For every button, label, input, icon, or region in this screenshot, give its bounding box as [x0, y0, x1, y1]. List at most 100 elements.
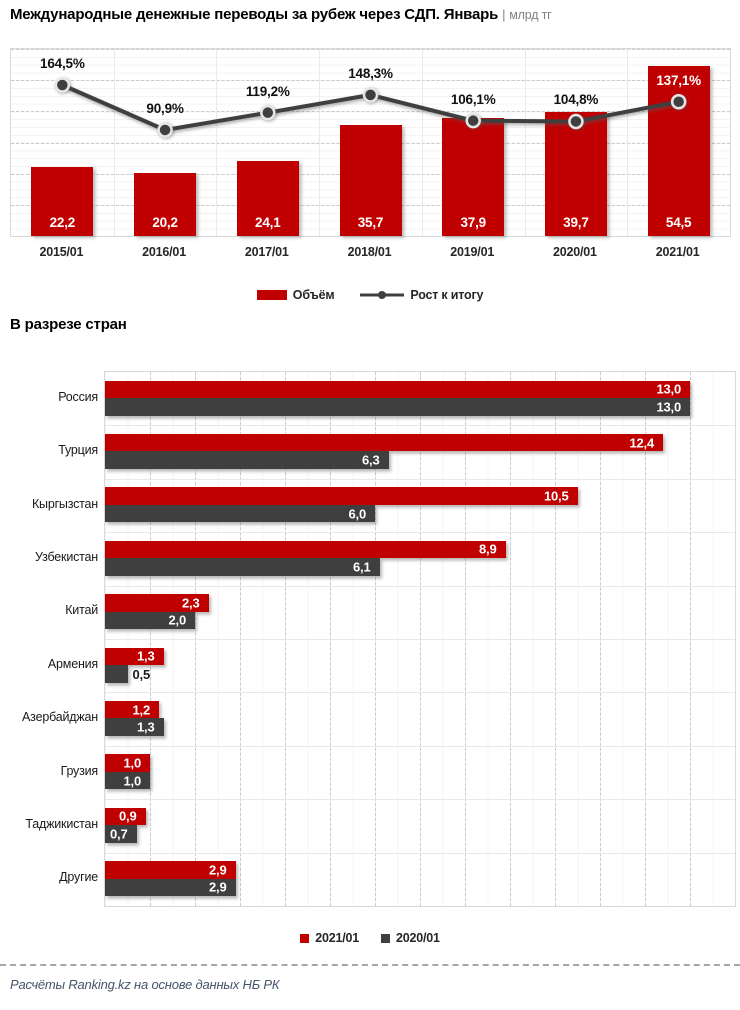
bar-value-label: 12,4: [629, 435, 654, 451]
volume-bar: 35,7: [339, 124, 402, 236]
country-chart-legend: 2021/01 2020/01: [0, 931, 740, 945]
bar-2020: 1,3: [105, 718, 164, 736]
bar-2021: 8,9: [105, 540, 506, 559]
bar-2020: 13,0: [105, 398, 690, 416]
category-row-separator: [105, 532, 735, 534]
bar-value-label: 6,3: [362, 452, 380, 468]
combo-x-axis-label: 2017/01: [244, 245, 289, 259]
gridline-horizontal-major: [11, 111, 730, 113]
bar-2021: 10,5: [105, 487, 578, 505]
combo-x-axis-label: 2016/01: [142, 245, 186, 259]
bar-2020: 6,0: [105, 504, 375, 523]
year-2021-label: 2021/01: [315, 931, 359, 945]
bar-value-label: 6,0: [348, 506, 367, 522]
combo-chart-legend: Объём Рост к итогу: [0, 288, 740, 302]
bar-value-label: 2,3: [182, 595, 200, 611]
category-row-separator: [105, 745, 735, 747]
year-2020-swatch: [381, 933, 390, 943]
bar-value-label: 2,9: [209, 879, 227, 895]
country-axis-label: Китай: [65, 603, 98, 618]
bar-value-label: 6,1: [353, 559, 371, 575]
volume-bar-value-label: 20,2: [152, 215, 178, 230]
bar-value-label: 0,5: [132, 667, 151, 682]
page-title-text: Международные денежные переводы за рубеж…: [10, 6, 499, 23]
country-axis-label: Азербайджан: [22, 710, 98, 725]
section-heading-by-country: В разрезе стран: [10, 316, 127, 333]
legend-item-growth: Рост к итогу: [360, 288, 483, 302]
bar-value-label: 2,0: [168, 612, 187, 628]
volume-bar-value-label: 37,9: [460, 215, 486, 230]
combo-chart-plot-area: 22,2 20,2 24,1 35,7 37,9 39,7 54,5 164,5% 90,9% 1…: [10, 48, 731, 237]
country-axis-label: Таджикистан: [25, 816, 98, 831]
growth-series-swatch: [360, 291, 405, 299]
volume-bar: 20,2: [134, 173, 197, 236]
growth-line-marker: [260, 104, 276, 121]
title-unit-label: млрд тг: [509, 8, 552, 22]
bar-2020: 2,0: [105, 611, 195, 630]
gridline-category-separator: [627, 49, 629, 236]
combo-x-axis-label: 2019/01: [450, 245, 495, 259]
page-title: Международные денежные переводы за рубеж…: [10, 6, 552, 23]
bar-value-label: 10,5: [543, 488, 569, 504]
legend-item-2021: 2021/01: [300, 931, 359, 945]
growth-point-label: 164,5%: [40, 55, 85, 71]
category-row-separator: [105, 425, 735, 427]
category-row-separator: [105, 692, 735, 694]
bar-value-label: 0,7: [110, 826, 128, 842]
bar-2020: 6,1: [105, 558, 380, 576]
growth-line-marker: [157, 122, 173, 138]
bar-value-label: 13,0: [656, 399, 681, 415]
year-2021-swatch: [300, 933, 310, 943]
year-2020-label: 2020/01: [396, 931, 440, 945]
legend-item-2020: 2020/01: [381, 931, 440, 945]
country-axis-label: Кыргызстан: [31, 496, 98, 511]
bar-value-label: 8,9: [479, 541, 497, 557]
combo-x-axis-label: 2015/01: [39, 245, 84, 259]
bar-2020: 6,3: [105, 451, 389, 469]
source-note: Расчёты Ranking.kz на основе данных НБ Р…: [10, 977, 280, 992]
country-axis-label: Россия: [58, 389, 98, 404]
gridline-category-separator: [421, 49, 423, 236]
growth-line-marker: [465, 112, 481, 129]
country-axis-label: Другие: [59, 870, 98, 885]
bar-value-label: 2,9: [209, 862, 227, 878]
gridline-category-separator: [216, 49, 218, 236]
bar-2021: 13,0: [105, 380, 690, 398]
combo-x-axis-label: 2018/01: [347, 245, 392, 259]
bar-2021: 1,2: [105, 700, 159, 719]
gridline-horizontal-major: [11, 49, 730, 50]
gridline-horizontal-major: [11, 80, 730, 82]
bar-2021: 2,9: [105, 861, 236, 879]
growth-series-label: Рост к итогу: [410, 288, 484, 302]
bar-value-label: 0,9: [119, 808, 137, 824]
growth-point-label: 137,1%: [656, 72, 701, 88]
growth-line-marker: [670, 93, 687, 110]
bar-2021: 1,3: [105, 647, 164, 665]
volume-bar-value-label: 24,1: [255, 215, 281, 230]
footer-divider: [0, 964, 740, 966]
gridline-category-separator: [524, 49, 526, 236]
volume-bar-value-label: 35,7: [357, 215, 384, 230]
volume-series-swatch: [256, 290, 287, 300]
volume-bar: 24,1: [236, 160, 299, 236]
bar-value-label: 1,2: [132, 702, 151, 718]
bar-2020: [105, 665, 128, 683]
category-row-separator: [105, 852, 735, 854]
growth-point-label: 106,1%: [450, 91, 496, 107]
legend-item-volume: Объём: [256, 288, 335, 302]
bar-2021: 1,0: [105, 754, 150, 772]
volume-bar-value-label: 22,2: [49, 215, 76, 230]
growth-point-label: 148,3%: [348, 65, 393, 81]
growth-point-label: 119,2%: [245, 83, 290, 99]
title-unit-separator: |: [502, 7, 506, 22]
category-row-separator: [105, 639, 735, 640]
combo-x-axis-label: 2020/01: [553, 245, 597, 259]
combo-x-axis-label: 2021/01: [655, 245, 700, 259]
bar-value-label: 1,3: [137, 719, 155, 735]
bar-value-label: 1,0: [123, 773, 142, 789]
growth-line-layer: [54, 77, 687, 138]
volume-series-label: Объём: [292, 288, 335, 302]
growth-line-marker: [362, 87, 379, 103]
bar-value-label: 13,0: [656, 381, 681, 397]
bar-2021: 12,4: [105, 433, 663, 452]
